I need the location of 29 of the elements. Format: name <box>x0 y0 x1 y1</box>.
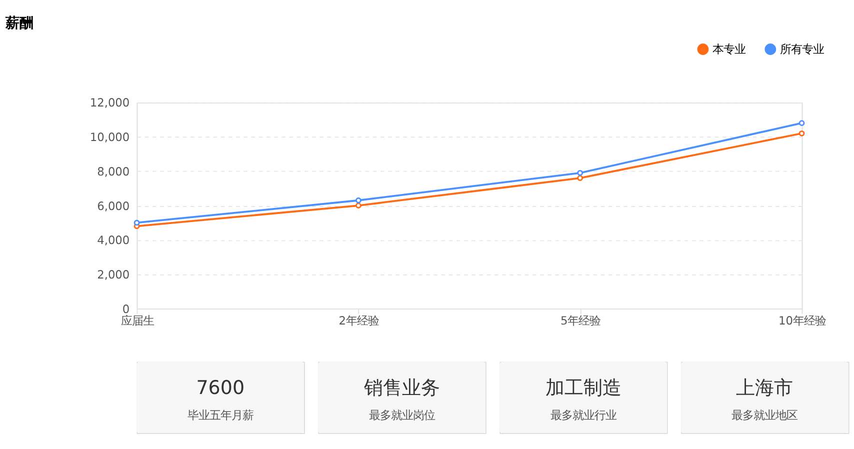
text: 最多就业岗位 <box>368 408 435 422</box>
point <box>356 202 362 208</box>
point <box>798 130 805 136</box>
x-tick-label: 5年经验 <box>560 313 601 328</box>
text: 上海市 <box>736 377 794 400</box>
point <box>356 197 362 204</box>
y-tick-label: 4,000 <box>97 233 130 248</box>
x-tick-label: 10年经验 <box>778 313 826 328</box>
y-tick-label: 2,000 <box>97 268 130 282</box>
y-tick-label: 0 <box>122 302 130 316</box>
text: 销售业务 <box>362 377 440 400</box>
x-tick-label: 应届生 <box>120 313 154 328</box>
point <box>798 120 805 126</box>
y-tick-label: 8,000 <box>97 164 130 178</box>
text: 毕业五年月薪 <box>187 408 254 422</box>
y-tick-label: 6,000 <box>97 198 130 213</box>
point <box>134 220 140 226</box>
legend-label: 所有专业 <box>780 42 824 56</box>
y-tick-label: 10,000 <box>90 130 130 144</box>
y-tick-label: 12,000 <box>90 96 130 110</box>
legend-label: 本专业 <box>712 42 746 56</box>
text: 最多就业地区 <box>732 408 798 422</box>
point <box>577 175 584 181</box>
text: 7600 <box>196 377 245 400</box>
point <box>577 170 584 176</box>
text: 加工制造 <box>545 377 622 400</box>
text: 薪酬 <box>4 15 34 32</box>
x-tick-label: 2年经验 <box>338 313 380 328</box>
text: 最多就业行业 <box>550 408 616 422</box>
